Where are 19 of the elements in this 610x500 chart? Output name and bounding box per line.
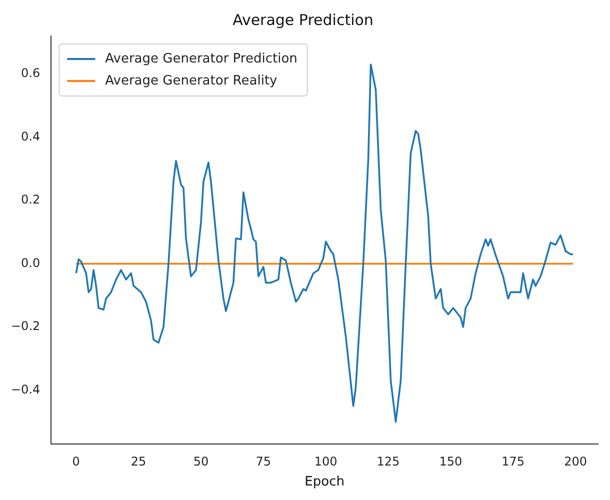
y-tick-label: −0.4: [11, 382, 40, 396]
y-tick-label: 0.0: [21, 256, 40, 270]
chart-title: Average Prediction: [232, 10, 374, 29]
x-tick-label: 150: [439, 454, 462, 468]
x-tick-label: 0: [72, 454, 80, 468]
x-tick-label: 175: [502, 454, 525, 468]
x-tick-label: 75: [256, 454, 272, 468]
y-tick-label: 0.2: [21, 192, 40, 207]
x-tick-label: 25: [130, 454, 146, 468]
y-tick-label: 0.6: [21, 66, 40, 80]
y-tick-label: −0.2: [11, 319, 40, 334]
x-tick-label: 50: [193, 454, 209, 468]
x-tick-label: 125: [376, 454, 400, 468]
legend-label: Average Generator Prediction: [105, 51, 298, 66]
x-tick-label: 200: [564, 454, 587, 468]
x-tick-label: 100: [314, 454, 338, 468]
legend-label: Average Generator Reality: [105, 73, 278, 88]
x-axis-title: Epoch: [304, 474, 344, 490]
y-tick-label: 0.4: [21, 129, 40, 144]
